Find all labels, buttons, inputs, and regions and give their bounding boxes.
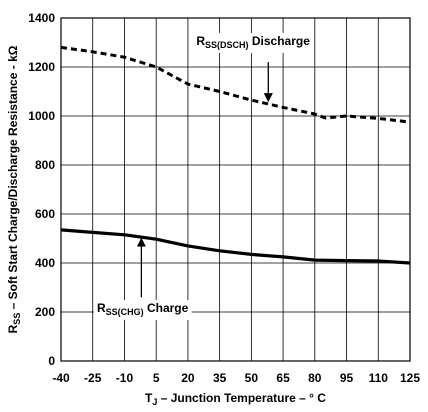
y-tick-label: 400 (35, 256, 55, 270)
y-axis-title-prefix: R (6, 324, 20, 333)
discharge-annotation: RSS(DSCH) Discharge (193, 32, 314, 103)
charge-label-prefix: R (97, 301, 106, 315)
x-axis-title-sub: J (152, 397, 157, 407)
charge-label: RSS(CHG) Charge (97, 301, 189, 317)
y-tick-labels: 0 200 400 600 800 1000 1200 1400 (28, 11, 55, 368)
x-tick-label: 95 (340, 371, 354, 385)
charge-label-suffix: Charge (144, 301, 189, 315)
x-axis-title-prefix: T (145, 391, 153, 405)
y-tick-label: 1200 (28, 60, 55, 74)
charge-annotation: RSS(CHG) Charge (93, 237, 192, 320)
x-tick-label: 5 (153, 371, 160, 385)
x-tick-label: -10 (116, 371, 134, 385)
y-axis-title-sub: SS (12, 313, 22, 325)
discharge-label-sub: SS(DSCH) (205, 40, 249, 50)
y-tick-label: 1400 (28, 11, 55, 25)
series-layer (60, 45, 411, 265)
x-tick-label: 65 (276, 371, 290, 385)
discharge-label-suffix: Discharge (249, 34, 311, 48)
discharge-label-prefix: R (196, 34, 205, 48)
y-axis-title: RSS – Soft Start Charge/Discharge Resist… (6, 45, 22, 333)
x-tick-label: 110 (369, 371, 389, 385)
x-tick-label: 80 (308, 371, 322, 385)
discharge-series-line (60, 45, 411, 124)
y-tick-label: 200 (35, 305, 55, 319)
discharge-label-background (193, 32, 314, 53)
y-tick-label: 600 (35, 207, 55, 221)
x-tick-label: 20 (181, 371, 195, 385)
x-tick-label: 50 (245, 371, 259, 385)
x-tick-label: 35 (213, 371, 227, 385)
charge-series-line (60, 228, 411, 265)
x-tick-label: 125 (400, 371, 420, 385)
x-axis-title-suffix: – Junction Temperature – ° C (157, 391, 326, 405)
discharge-label: RSS(DSCH) Discharge (196, 34, 310, 50)
x-tick-labels: -40 -25 -10 5 20 35 50 65 80 95 110 125 (52, 371, 420, 385)
y-tick-label: 0 (48, 354, 55, 368)
plot-frame (60, 17, 411, 362)
y-tick-label: 1000 (28, 109, 55, 123)
y-tick-label: 800 (35, 158, 55, 172)
y-axis-title-suffix: – Soft Start Charge/Discharge Resistance… (6, 45, 20, 312)
x-axis-title: TJ – Junction Temperature – ° C (145, 391, 326, 407)
charge-label-sub: SS(CHG) (106, 307, 144, 317)
charge-label-background (93, 300, 192, 320)
x-tick-label: -25 (84, 371, 102, 385)
x-tick-label: -40 (52, 371, 70, 385)
